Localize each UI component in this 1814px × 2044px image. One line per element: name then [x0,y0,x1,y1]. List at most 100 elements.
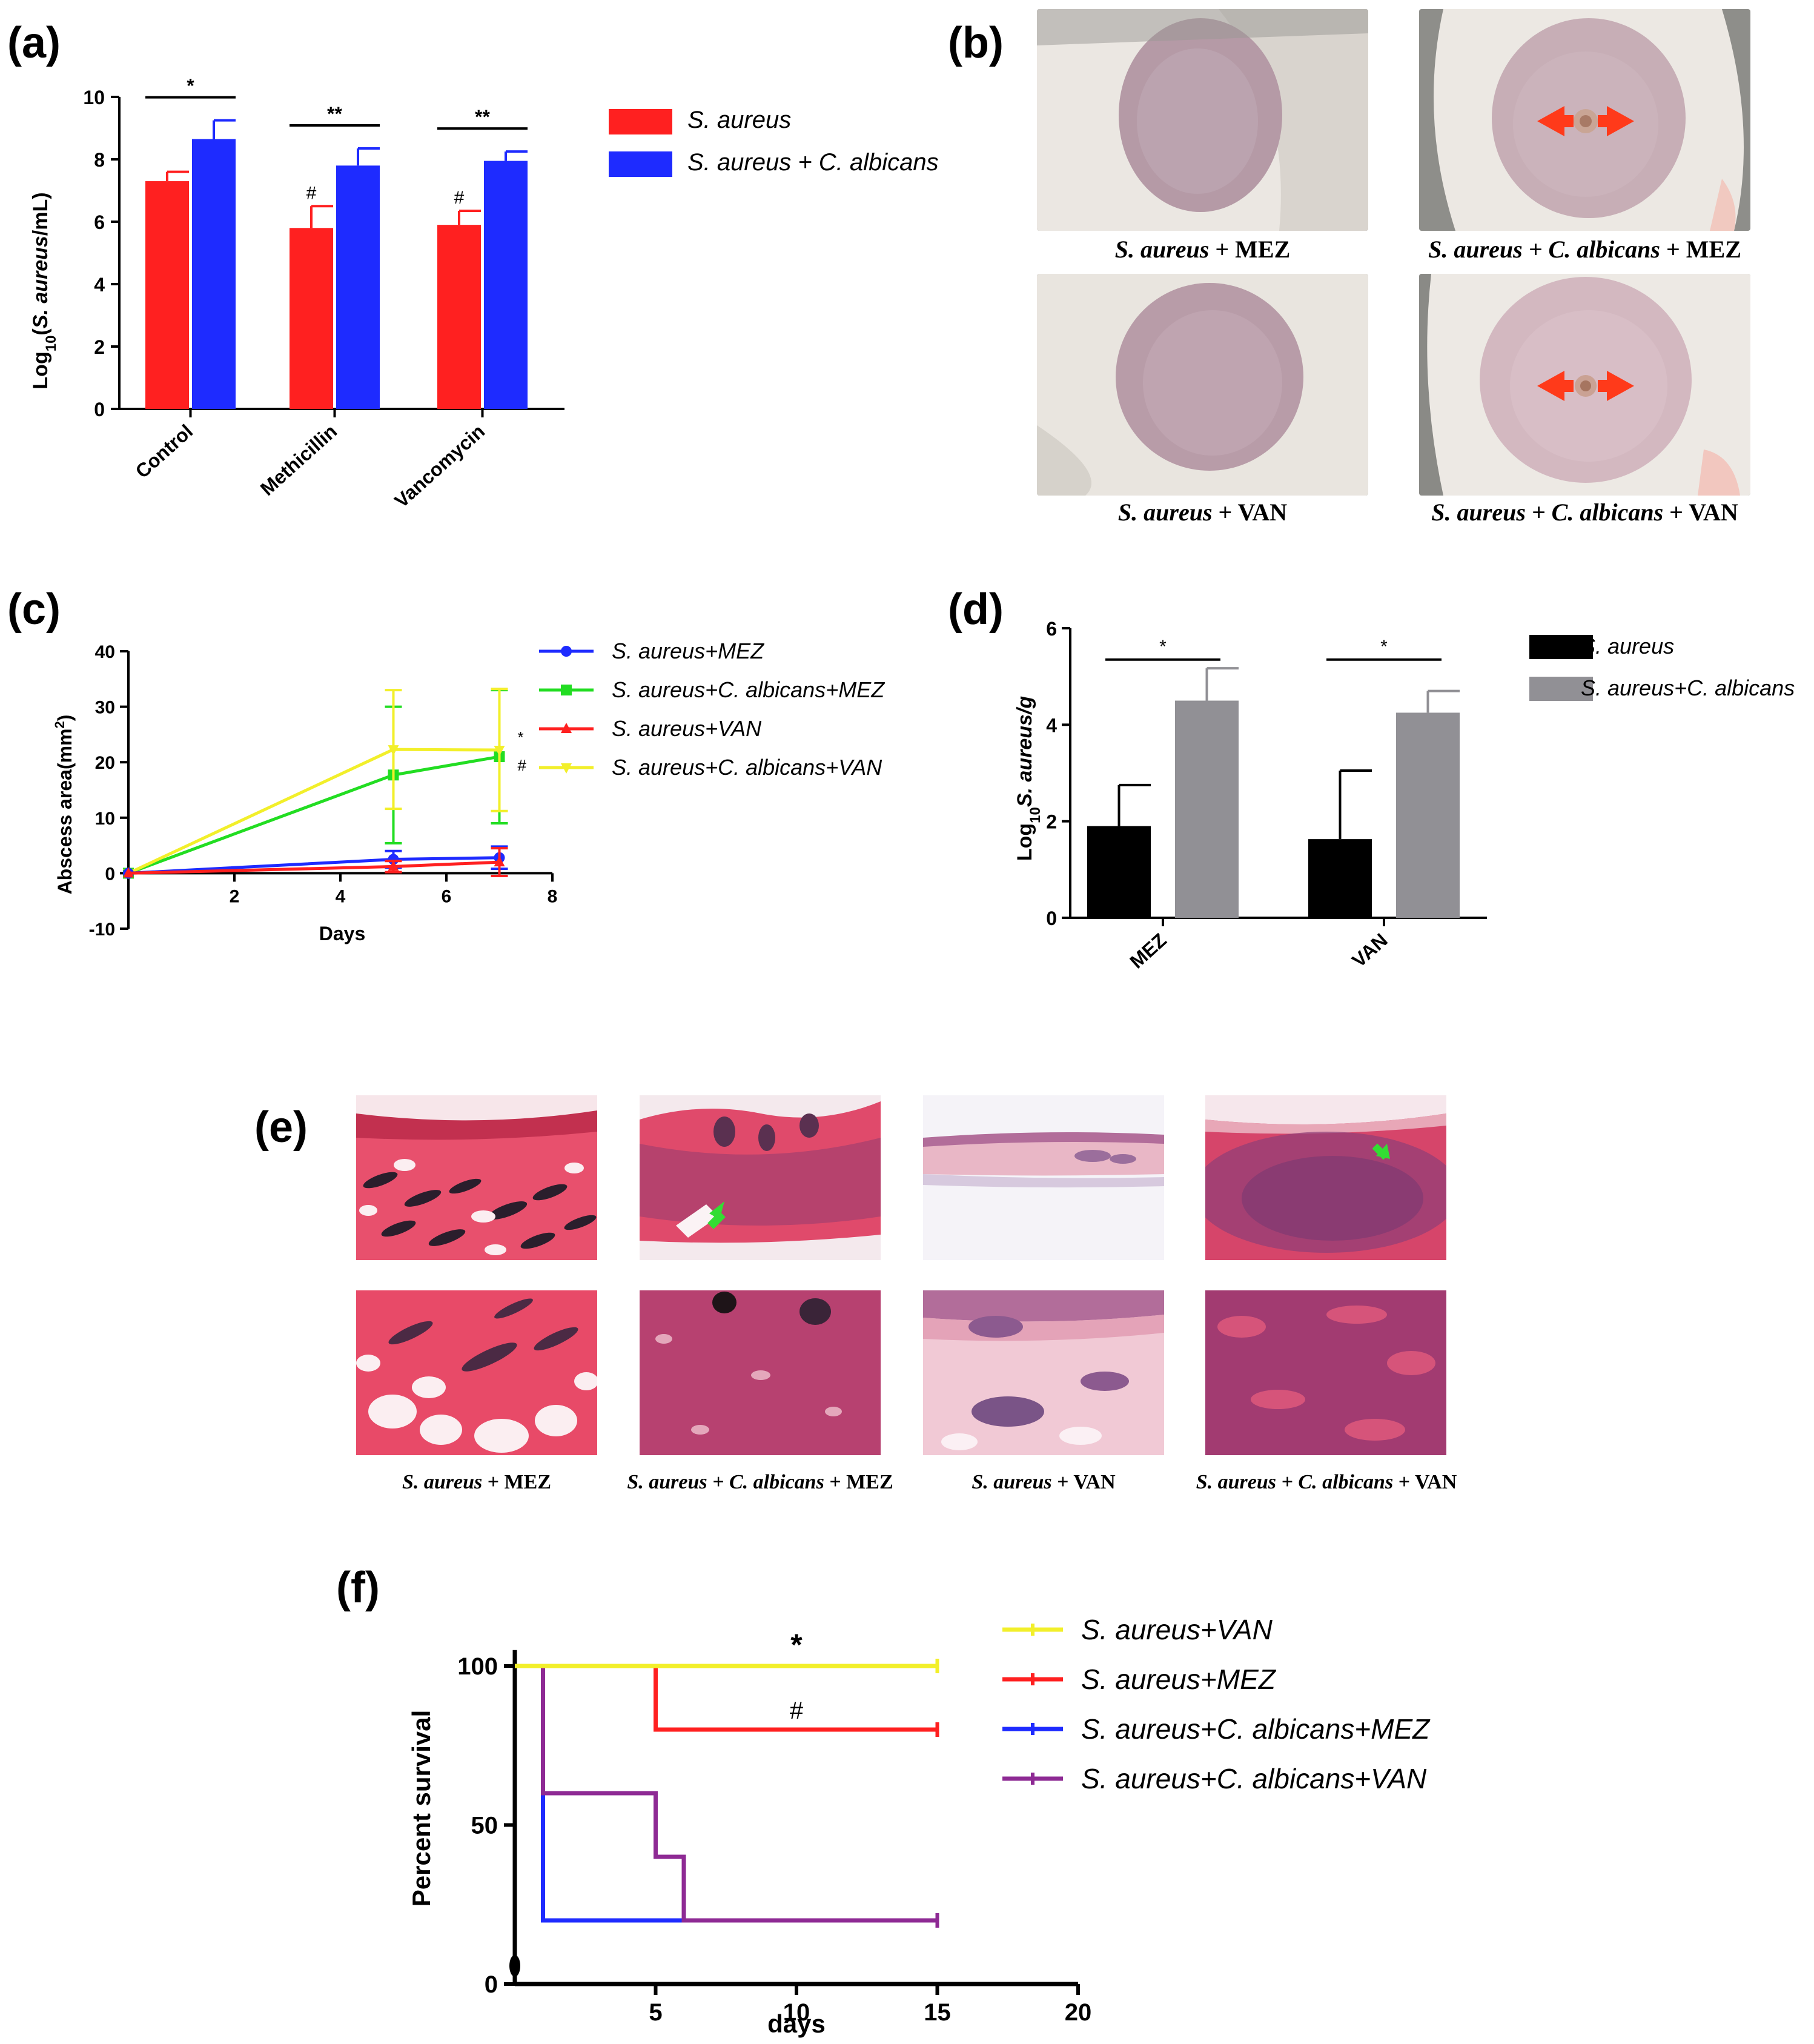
chart-f: Percent survival days 0 50 100 5 10 15 20 * # S. … [407,1614,1431,2038]
panel-label-c: (c) [7,585,61,634]
chart-c-star-mark: * [518,728,524,746]
chart-d: Log10S. aureus/g 0 2 4 6 * MEZ * VAN [1013,618,1487,972]
panel-label-a: (a) [7,19,61,67]
chart-c-xtick-label: 6 [442,886,452,906]
chart-a-category-label: Vancomycin [390,420,489,512]
chart-f-ytick-label: 100 [457,1653,498,1680]
legend-swatch-a-combined [609,151,672,177]
photo-b2 [1419,9,1750,231]
histo-e4-low [1205,1095,1446,1260]
legend-swatch-d-s-aureus [1529,635,1593,659]
chart-c-ytick-label: 10 [95,809,115,829]
chart-a-category-label: Control [131,420,197,482]
panel-label-d: (d) [948,585,1004,634]
chart-c-legend-marker [561,685,572,695]
chart-a-sig-mark: ** [327,103,342,125]
chart-f-ytick-label: 50 [471,1813,498,1839]
legend-swatch-a-s-aureus [609,109,672,134]
chart-c-legend-marker [561,763,572,774]
panel-label-b: (b) [948,19,1004,67]
chart-c-ytick-label: 30 [95,698,115,718]
chart-f-xtick-label: 10 [783,1999,810,2026]
chart-a-bar [290,228,333,409]
chart-c-point [494,856,505,867]
histo-e1-low [356,1095,597,1260]
legend-label-d-s-aureus: S. aureus [1581,634,1675,659]
caption-e4: S. aureus + C. albicans + VAN [1196,1471,1457,1493]
chart-c-legend-label: S. aureus+C. albicans+MEZ [612,677,885,702]
chart-f-star-mark: * [790,1628,803,1662]
chart-c-legend-marker [561,723,572,733]
chart-c-xtick-label: 4 [336,886,346,906]
chart-c-ytick-label: -10 [89,920,115,940]
chart-a-hash-mark: # [454,188,465,208]
histo-e2-high [640,1290,881,1455]
chart-a-sig-mark: * [187,75,194,97]
chart-c-legend-marker [561,646,572,657]
caption-b2: S. aureus + C. albicans + MEZ [1428,236,1741,263]
chart-a-ylabel: Log10(S. aureus/mL) [29,192,59,389]
chart-f-legend-label: S. aureus+MEZ [1081,1664,1277,1695]
chart-f-legend-label: S. aureus+C. albicans+MEZ [1081,1713,1431,1745]
chart-c-legend-label: S. aureus+C. albicans+VAN [612,755,882,780]
chart-c-ytick-label: 20 [95,753,115,773]
chart-c-point [123,867,134,878]
chart-a-bar [145,181,189,409]
chart-f-xlabel: days [767,2009,826,2038]
chart-c: Abscess area(mm2) Days -10 0 10 20 30 40 2 4 6 8 *… [52,639,885,944]
chart-a-ytick-label: 4 [94,274,105,296]
chart-f-origin-mark [509,1955,520,1977]
chart-a-bar [192,139,236,409]
chart-a-bar [336,165,380,409]
chart-c-ytick-label: 0 [105,864,115,884]
photo-b3 [1037,274,1368,496]
caption-b3: S. aureus + VAN [1117,499,1288,526]
chart-f-ytick-label: 0 [485,1971,498,1998]
chart-c-ylabel: Abscess area(mm2) [52,715,76,895]
panel-label-f: (f) [336,1564,380,1612]
legend-label-a-s-aureus: S. aureus [687,107,792,133]
chart-f-hash-mark: # [790,1697,804,1724]
photo-b1 [1037,9,1368,231]
histo-e4-high [1205,1290,1446,1455]
caption-b1: S. aureus + MEZ [1114,236,1291,263]
chart-a-bar [484,161,528,409]
chart-c-legend-label: S. aureus+MEZ [612,639,764,663]
chart-d-ylabel: Log10S. aureus/g [1013,696,1044,861]
chart-a: Log10(S. aureus/mL) 0 2 4 6 8 10 * Control # ** Me… [29,75,564,512]
chart-d-bar [1396,712,1460,918]
chart-a-ytick-label: 0 [94,399,105,420]
chart-c-xtick-label: 8 [548,886,558,906]
chart-c-hash-mark: # [518,756,527,774]
caption-e2: S. aureus + C. albicans + MEZ [627,1471,893,1493]
chart-c-point [388,860,399,871]
chart-d-sig-mark: * [1159,637,1167,657]
photo-b4 [1419,274,1750,496]
chart-c-series-line [128,755,500,875]
chart-c-xlabel: Days [319,923,366,944]
histo-e3-low [923,1095,1164,1260]
chart-c-ytick-label: 40 [95,642,115,662]
chart-f-legend-label: S. aureus+VAN [1081,1614,1273,1645]
chart-d-ytick-label: 4 [1046,714,1057,736]
histo-e1-high [356,1290,597,1455]
histo-e2-low [640,1095,881,1260]
caption-e3: S. aureus + VAN [972,1471,1116,1493]
chart-d-category-label: VAN [1348,929,1392,971]
chart-a-category-label: Methicillin [256,420,341,499]
chart-d-category-label: MEZ [1125,929,1170,972]
chart-a-sig-mark: ** [475,106,490,128]
chart-c-point [494,746,505,757]
legend-swatch-d-combined [1529,677,1593,701]
chart-d-ytick-label: 6 [1046,618,1057,640]
chart-a-ytick-label: 10 [83,87,105,108]
chart-f-xtick-label: 20 [1065,1999,1092,2026]
chart-c-point [388,745,399,756]
histo-e3-high [923,1290,1164,1455]
chart-c-series-line [127,748,500,875]
panel-label-e: (e) [254,1103,308,1152]
chart-d-bar [1175,700,1239,918]
chart-f-survival-curve [541,1666,938,1923]
chart-d-sig-mark: * [1380,637,1388,657]
chart-f-ylabel: Percent survival [407,1710,435,1907]
